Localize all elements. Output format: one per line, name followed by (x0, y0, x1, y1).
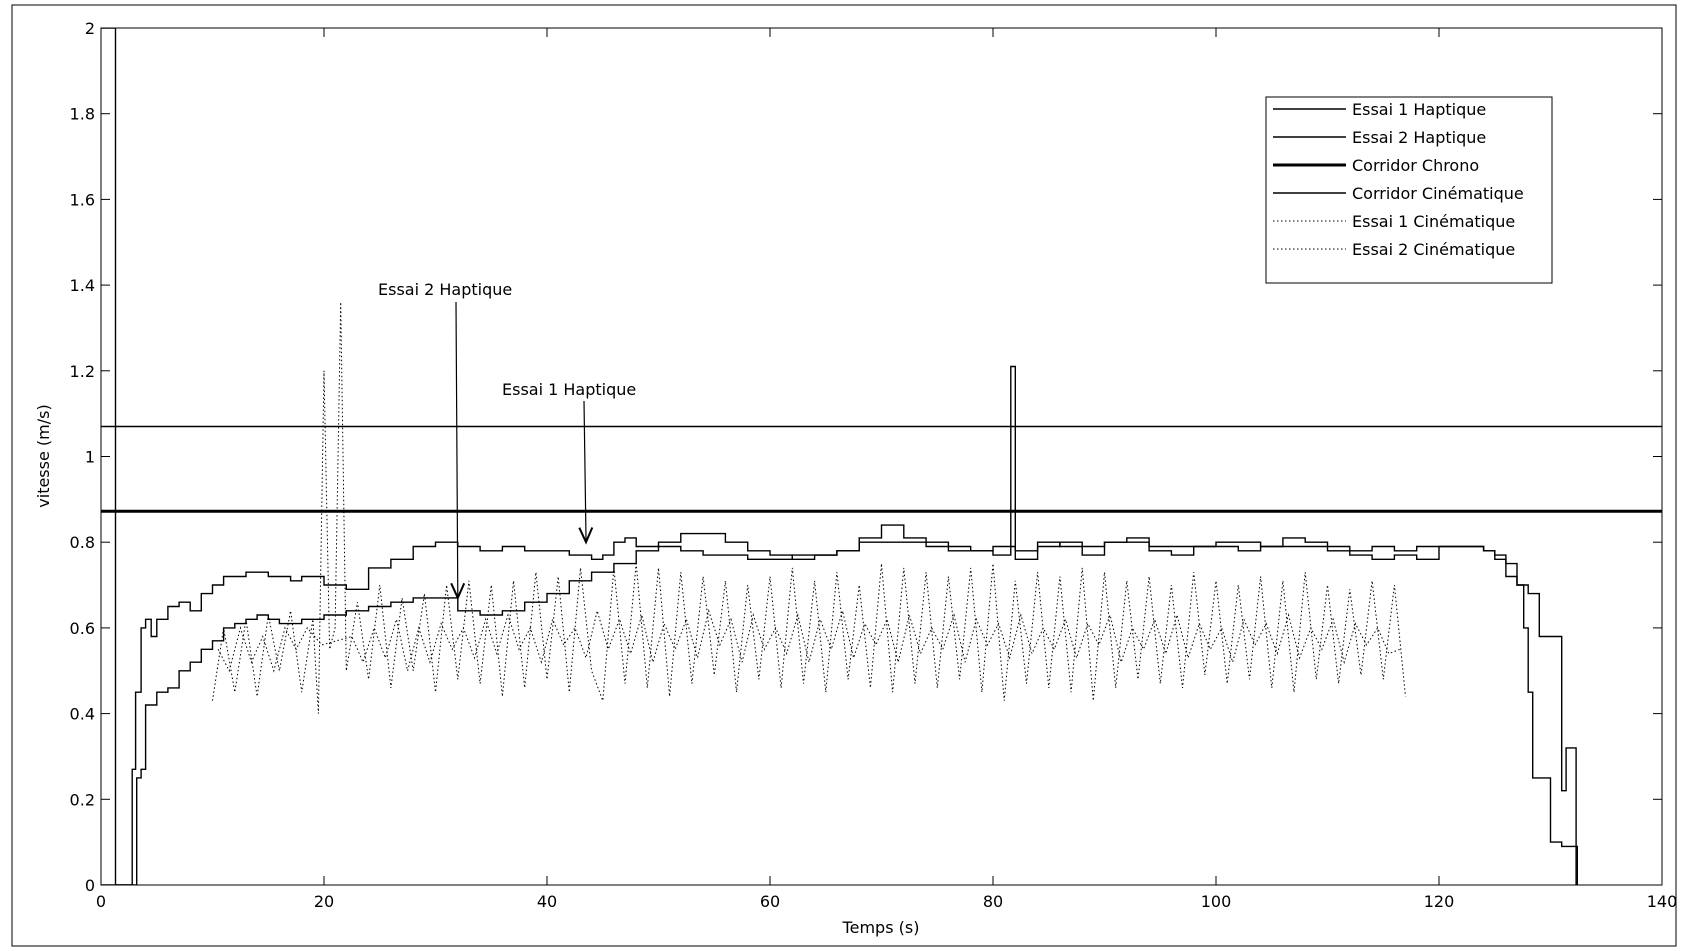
x-axis-title: Temps (s) (842, 918, 920, 937)
legend-label-6: Essai 2 Cinématique (1352, 240, 1515, 259)
y-tick-label: 0.8 (70, 533, 95, 552)
x-tick-label: 100 (1201, 892, 1232, 911)
y-axis-ticks: 0 0.2 0.4 0.6 0.8 1 1.2 1.4 1.6 1.8 2 (70, 19, 1662, 895)
legend-box (1265, 96, 1553, 284)
x-tick-label: 20 (314, 892, 334, 911)
annotation-layer: Essai 2 Haptique Essai 1 Haptique (378, 280, 636, 601)
y-tick-label: 1.8 (70, 105, 95, 124)
x-tick-label: 140 (1647, 892, 1678, 911)
y-tick-label: 1.2 (70, 362, 95, 381)
x-tick-label: 80 (983, 892, 1003, 911)
y-axis-title: vitesse (m/s) (34, 404, 53, 507)
annotation-arrowhead-1 (450, 582, 466, 601)
annotation-arrow-1 (455, 301, 459, 596)
x-tick-label: 40 (537, 892, 557, 911)
y-tick-label: 1 (85, 448, 95, 467)
y-tick-label: 0 (85, 876, 95, 895)
annotation-arrowhead-2 (578, 527, 594, 545)
annotation-arrow-2 (583, 400, 587, 541)
y-tick-label: 2 (85, 19, 95, 38)
legend-label-5: Essai 1 Cinématique (1352, 212, 1515, 231)
annotation-label-1: Essai 2 Haptique (378, 280, 512, 299)
annotation-label-2: Essai 1 Haptique (502, 380, 636, 399)
legend-label-2: Essai 2 Haptique (1352, 128, 1486, 147)
x-tick-label: 0 (96, 892, 106, 911)
legend-label-1: Essai 1 Haptique (1352, 100, 1486, 119)
series-layer (101, 28, 1662, 885)
x-axis-ticks: 0 20 40 60 80 100 120 140 (96, 28, 1677, 911)
series-line-5 (212, 302, 1406, 714)
legend-label-4: Corridor Cinématique (1352, 184, 1524, 203)
legend-label-3: Corridor Chrono (1352, 156, 1479, 175)
y-tick-label: 1.4 (70, 276, 95, 295)
series-line-2 (101, 365, 1577, 885)
y-tick-label: 0.4 (70, 705, 95, 724)
y-tick-label: 0.2 (70, 790, 95, 809)
y-tick-label: 1.6 (70, 190, 95, 209)
y-tick-label: 0.6 (70, 619, 95, 638)
x-tick-label: 120 (1424, 892, 1455, 911)
legend: Essai 1 Haptique Essai 2 Haptique Corridor… (1265, 96, 1553, 284)
series-line-1 (101, 28, 1578, 885)
x-tick-label: 60 (760, 892, 780, 911)
